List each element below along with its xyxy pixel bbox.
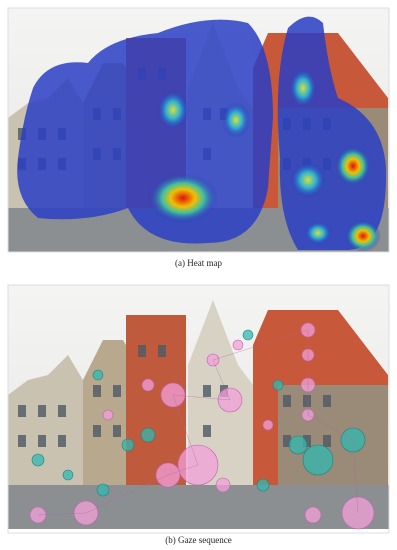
overlay-shape xyxy=(96,483,110,497)
overlay-shape xyxy=(289,68,317,108)
overlay-shape xyxy=(7,7,390,253)
overlay-shape xyxy=(242,329,254,341)
overlay-shape xyxy=(215,477,231,493)
overlay-shape xyxy=(222,102,250,138)
overlay-shape xyxy=(141,378,155,392)
overlay-shape xyxy=(157,90,189,130)
overlay-shape xyxy=(304,506,322,524)
overlay-shape xyxy=(335,146,371,186)
overlay-shape xyxy=(232,339,244,351)
overlay-shape xyxy=(31,453,45,467)
overlay-shape xyxy=(272,379,284,391)
overlay-shape xyxy=(345,220,381,252)
overlay-shape xyxy=(92,369,104,381)
overlay-shape xyxy=(31,329,366,497)
overlay-shape xyxy=(102,409,114,421)
gaze-sequence-panel xyxy=(7,284,390,534)
overlay-shape xyxy=(288,435,308,455)
overlay-shape xyxy=(304,221,332,245)
overlay-shape xyxy=(256,478,270,492)
caption: (a) Heat map xyxy=(175,258,222,268)
overlay-shape xyxy=(37,329,359,516)
overlay-shape xyxy=(262,419,274,431)
photo xyxy=(8,285,389,529)
overlay-shape xyxy=(140,427,156,443)
overlay-shape xyxy=(121,438,135,452)
heat-map-panel xyxy=(7,7,390,253)
overlay-shape xyxy=(148,173,218,223)
overlay-shape xyxy=(62,469,74,481)
overlay-shape xyxy=(7,284,390,534)
overlay-shape xyxy=(290,162,326,198)
overlay-shape xyxy=(302,444,334,476)
caption: (b) Gaze sequence xyxy=(165,535,231,545)
